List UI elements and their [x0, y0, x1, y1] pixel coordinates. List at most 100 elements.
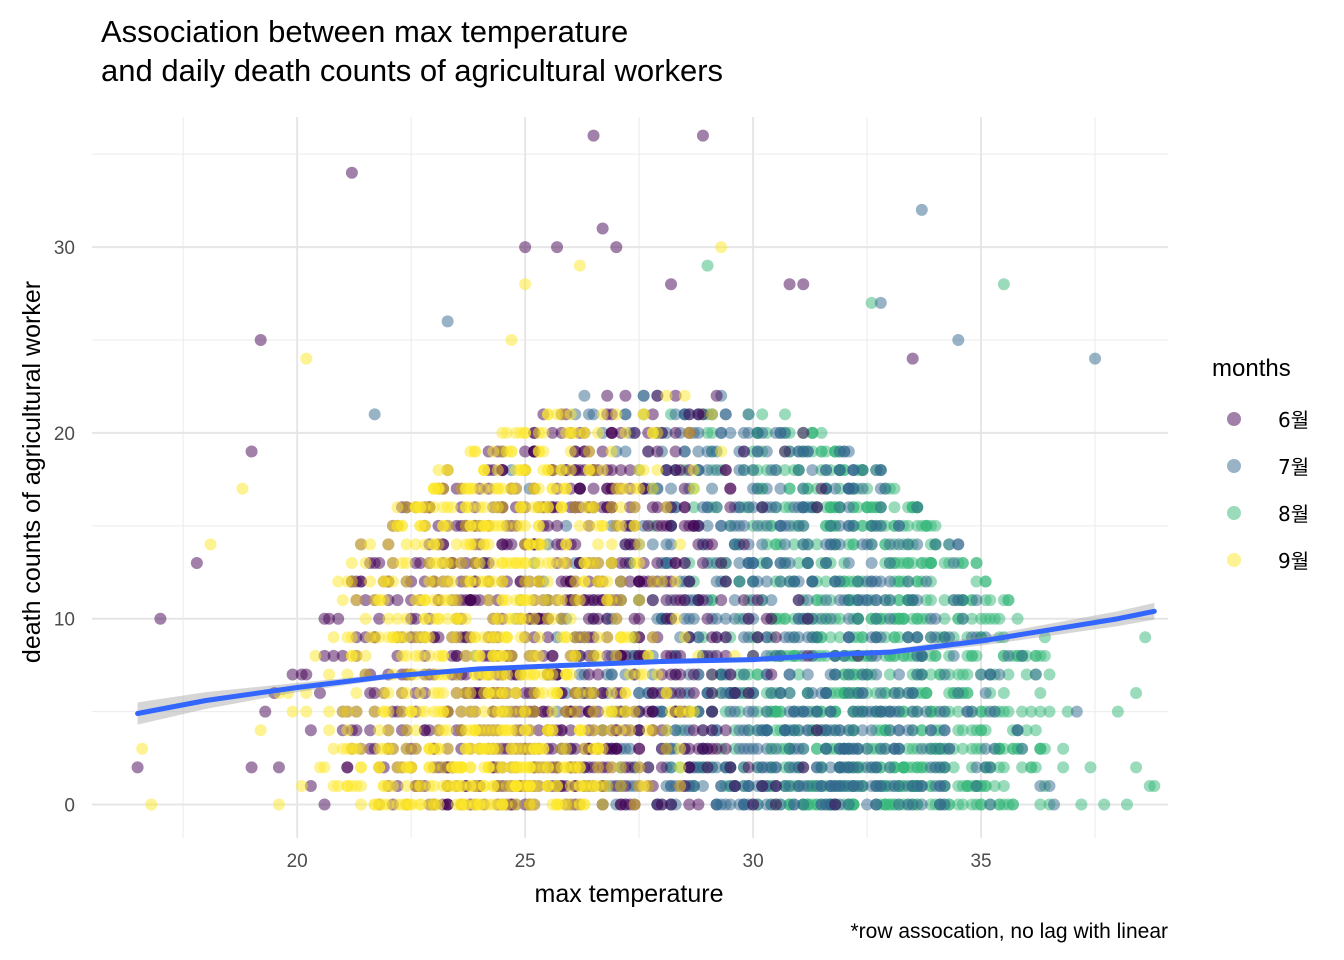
data-point-outlier	[245, 445, 258, 458]
data-point	[979, 687, 992, 700]
data-point-outlier	[952, 333, 965, 346]
data-point	[674, 538, 687, 551]
data-point	[687, 501, 700, 514]
data-point	[564, 445, 577, 458]
data-point-outlier	[145, 798, 158, 811]
data-point	[979, 594, 992, 607]
data-point	[847, 538, 860, 551]
data-point	[674, 464, 687, 477]
data-point	[838, 779, 851, 792]
data-point	[400, 501, 413, 514]
data-point	[1002, 594, 1015, 607]
data-point	[587, 705, 600, 718]
data-point	[541, 408, 554, 421]
data-point	[865, 724, 878, 737]
data-point	[624, 668, 636, 681]
data-point	[496, 519, 509, 532]
data-point	[377, 575, 390, 588]
data-point	[911, 612, 924, 625]
data-point	[810, 538, 823, 551]
data-point	[902, 519, 915, 532]
data-point	[396, 649, 409, 662]
legend-item-june: 6월	[1212, 395, 1309, 442]
data-point	[286, 705, 299, 718]
data-point	[920, 575, 933, 588]
data-point	[824, 631, 837, 644]
data-point	[888, 631, 901, 644]
data-point-outlier	[665, 278, 678, 291]
data-point	[701, 445, 714, 458]
data-point-outlier	[783, 278, 796, 291]
data-point	[468, 779, 481, 792]
data-point	[614, 501, 627, 514]
data-point	[614, 594, 627, 607]
data-point	[569, 742, 582, 755]
data-point	[1016, 761, 1029, 774]
data-point	[678, 482, 691, 495]
data-point	[829, 668, 842, 681]
data-point	[979, 761, 992, 774]
data-point	[491, 482, 504, 495]
data-point	[865, 538, 878, 551]
data-point	[715, 594, 728, 607]
data-point	[829, 798, 842, 811]
data-point	[733, 575, 746, 588]
data-point	[646, 426, 659, 439]
data-point	[929, 538, 942, 551]
data-point	[824, 761, 837, 774]
data-point	[614, 575, 627, 588]
data-point-outlier	[1143, 779, 1156, 792]
legend-key-july	[1227, 458, 1241, 473]
data-point	[742, 779, 755, 792]
data-point	[1098, 798, 1111, 811]
data-point	[336, 705, 349, 718]
data-point	[751, 575, 764, 588]
data-point	[774, 687, 787, 700]
data-point	[997, 779, 1010, 792]
data-point	[628, 501, 641, 514]
data-point	[710, 464, 723, 477]
data-point	[1016, 649, 1029, 662]
data-point	[765, 612, 778, 625]
data-point	[674, 705, 687, 718]
data-point	[842, 687, 855, 700]
data-point	[706, 724, 719, 737]
data-point	[993, 668, 1006, 681]
data-point	[669, 426, 682, 439]
data-point	[911, 538, 924, 551]
x-tick-label: 35	[970, 851, 991, 872]
data-point	[400, 612, 413, 625]
data-point	[386, 556, 399, 569]
data-point	[414, 649, 427, 662]
data-point	[382, 612, 395, 625]
data-point	[783, 575, 796, 588]
data-point	[861, 798, 874, 811]
data-point	[975, 668, 988, 681]
data-point	[651, 389, 664, 402]
data-point	[1034, 779, 1047, 792]
data-point	[355, 742, 367, 755]
data-point	[359, 594, 372, 607]
data-point	[893, 575, 905, 588]
data-point	[760, 519, 773, 532]
data-point	[674, 779, 687, 792]
data-point	[546, 482, 559, 495]
data-point	[651, 464, 664, 477]
data-point	[833, 631, 846, 644]
data-point	[769, 705, 782, 718]
data-point	[373, 724, 386, 737]
data-point-outlier	[865, 296, 878, 309]
data-point	[318, 798, 331, 811]
data-point	[824, 612, 837, 625]
data-points	[131, 129, 1161, 811]
data-point	[582, 687, 595, 700]
data-point	[769, 761, 782, 774]
data-point	[893, 594, 905, 607]
data-point	[500, 538, 513, 551]
data-point	[341, 668, 354, 681]
data-point-outlier	[154, 612, 167, 625]
data-point	[760, 445, 773, 458]
data-point	[596, 408, 609, 421]
data-point	[751, 445, 764, 458]
data-point	[774, 519, 787, 532]
